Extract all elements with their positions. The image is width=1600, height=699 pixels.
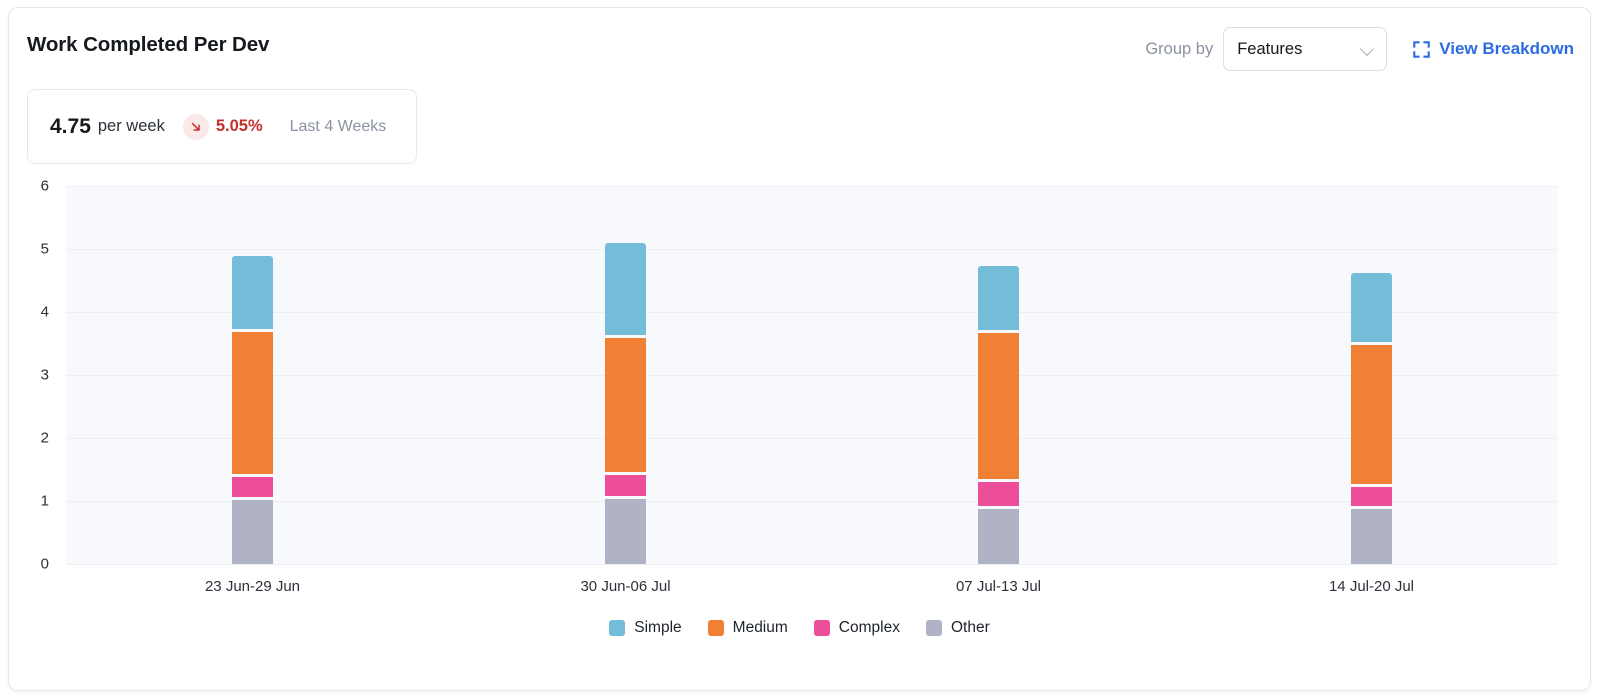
bar-segment-other[interactable]: [605, 499, 646, 564]
kpi-period: Last 4 Weeks: [289, 117, 387, 135]
bar-segment-simple[interactable]: [978, 265, 1019, 331]
trend-indicator: 5.05%: [182, 113, 263, 140]
gridline: [66, 500, 1558, 502]
bar-segment-complex[interactable]: [978, 482, 1019, 506]
bar-segment-medium[interactable]: [978, 333, 1019, 480]
bar-segment-complex[interactable]: [232, 477, 273, 497]
legend-item-complex[interactable]: Complex: [813, 619, 900, 637]
bar-stack[interactable]: [978, 265, 1019, 564]
group-by-select[interactable]: Features: [1223, 27, 1388, 71]
expand-icon: [1413, 40, 1430, 58]
y-axis-tick-label: 2: [40, 429, 49, 447]
legend-swatch: [925, 620, 942, 636]
bar-segment-gap: [232, 328, 273, 332]
gridline: [66, 248, 1558, 250]
legend-label: Complex: [838, 619, 900, 636]
gridline: [66, 437, 1558, 439]
y-axis-tick-label: 0: [40, 555, 49, 573]
view-breakdown-label: View Breakdown: [1439, 39, 1574, 58]
kpi-unit: per week: [97, 117, 165, 135]
legend-item-other[interactable]: Other: [925, 619, 990, 637]
bar-segment-medium[interactable]: [1351, 345, 1392, 485]
bar-segment-gap: [605, 334, 646, 338]
x-axis-tick-label: 14 Jul-20 Jul: [1328, 578, 1415, 595]
y-axis-tick-label: 4: [40, 303, 49, 321]
bar-stack[interactable]: [605, 243, 646, 564]
header-controls: Group by Features View Breakdown: [1145, 27, 1574, 71]
view-breakdown-button[interactable]: View Breakdown: [1413, 39, 1574, 59]
bar-segment-medium[interactable]: [232, 331, 273, 475]
gridline: [66, 563, 1558, 565]
bar-segment-simple[interactable]: [1351, 273, 1392, 343]
arrow-down-right-icon: [182, 113, 209, 140]
legend-label: Other: [950, 619, 990, 636]
kpi-summary: 4.75 per week 5.05% Last 4 Weeks: [27, 89, 417, 164]
legend-swatch: [813, 620, 830, 636]
bar-segment-other[interactable]: [978, 508, 1019, 564]
bar-stack[interactable]: [232, 255, 273, 564]
legend-swatch: [609, 620, 626, 636]
chevron-down-icon: [1361, 43, 1374, 56]
gridline: [66, 185, 1558, 187]
bar-segment-gap: [232, 474, 273, 478]
bar-segment-complex[interactable]: [605, 475, 646, 497]
bar-segment-gap: [605, 496, 646, 500]
y-axis-tick-label: 6: [40, 177, 49, 195]
trend-percentage: 5.05%: [215, 117, 263, 135]
group-by-label: Group by: [1145, 39, 1214, 58]
legend-swatch: [707, 620, 724, 636]
x-axis-tick-label: 23 Jun-29 Jun: [204, 578, 301, 595]
bar-segment-gap: [232, 496, 273, 500]
legend-label: Medium: [732, 619, 788, 636]
bar-segment-medium[interactable]: [605, 337, 646, 473]
legend-label: Simple: [634, 619, 682, 636]
bar-segment-other[interactable]: [1351, 508, 1392, 564]
legend-item-medium[interactable]: Medium: [707, 619, 788, 637]
bar-segment-gap: [978, 505, 1019, 509]
bar-segment-gap: [978, 330, 1019, 334]
kpi-value: 4.75: [50, 114, 91, 138]
x-axis-tick-label: 30 Jun-06 Jul: [580, 578, 671, 595]
page-title: Work Completed Per Dev: [27, 33, 270, 56]
bar-segment-gap: [1351, 484, 1392, 488]
work-completed-card: Work Completed Per Dev Group by Features…: [8, 7, 1591, 691]
x-axis-tick-label: 07 Jul-13 Jul: [955, 578, 1042, 595]
legend-item-simple[interactable]: Simple: [609, 619, 682, 637]
bar-segment-other[interactable]: [232, 499, 273, 564]
bar-stack[interactable]: [1351, 273, 1392, 564]
gridline: [66, 374, 1558, 376]
bar-segment-simple[interactable]: [232, 255, 273, 329]
gridline: [66, 311, 1558, 313]
bar-segment-gap: [605, 472, 646, 476]
group-by-selected-value: Features: [1237, 39, 1303, 58]
y-axis-tick-label: 3: [40, 366, 49, 384]
y-axis-tick-label: 1: [40, 492, 49, 510]
bar-segment-gap: [1351, 505, 1392, 509]
card-header: Work Completed Per Dev Group by Features…: [9, 8, 1590, 88]
bar-segment-gap: [978, 479, 1019, 483]
y-axis-tick-label: 5: [40, 240, 49, 258]
chart-plot-area: 0 1 2 3 4 5 6 23 Jun-29 Jun 30 Jun-06 Jul 07 Jul-…: [41, 178, 1558, 595]
bar-segment-simple[interactable]: [605, 243, 646, 335]
chart-legend: Simple Medium Complex Other: [9, 619, 1590, 637]
bar-segment-gap: [1351, 342, 1392, 346]
bar-segment-complex[interactable]: [1351, 487, 1392, 506]
